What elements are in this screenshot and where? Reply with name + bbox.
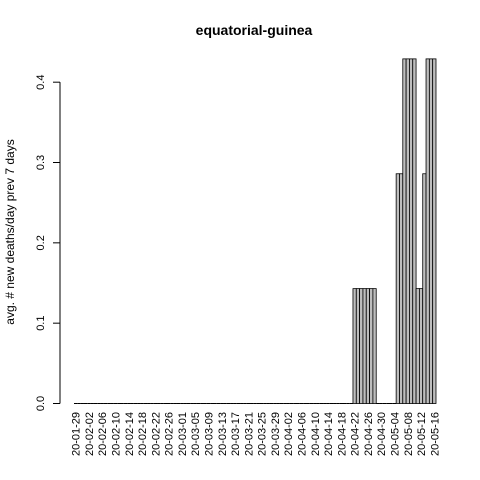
bar-101 — [409, 58, 414, 404]
bar-87 — [362, 288, 367, 404]
bar-100 — [405, 58, 410, 404]
bar-98 — [399, 173, 404, 404]
x-tick-label-13: 20-03-21 — [243, 412, 255, 456]
bar-102 — [412, 58, 417, 404]
y-axis-label: avg. # new deaths/day prev 7 days — [3, 139, 17, 324]
x-tick-label-25: 20-05-08 — [403, 412, 415, 456]
bar-86 — [359, 288, 364, 404]
x-tick-label-12: 20-03-17 — [230, 412, 242, 456]
y-axis: 0.0 0.1 0.2 0.3 0.4 — [35, 75, 61, 411]
x-tick-label-18: 20-04-10 — [310, 412, 322, 456]
y-tick-label-1: 0.1 — [35, 316, 47, 331]
x-tick-label-23: 20-04-30 — [376, 412, 388, 456]
bar-97 — [395, 173, 400, 404]
x-tick-label-4: 20-02-14 — [124, 412, 136, 456]
x-tick-label-11: 20-03-13 — [217, 412, 229, 456]
bar-85 — [355, 288, 361, 404]
x-tick-label-14: 20-03-25 — [257, 412, 269, 456]
x-tick-label-16: 20-04-02 — [283, 412, 295, 456]
bar-106 — [425, 58, 430, 404]
bar-107 — [428, 58, 434, 404]
bar-104 — [418, 288, 424, 404]
x-tick-label-15: 20-03-29 — [270, 412, 282, 456]
x-tick-label-1: 20-02-02 — [84, 412, 96, 456]
x-tick-label-27: 20-05-16 — [429, 412, 441, 456]
y-tick-label-3: 0.3 — [35, 155, 47, 170]
x-tick-label-20: 20-04-18 — [336, 412, 348, 456]
x-tick-label-26: 20-05-12 — [416, 412, 428, 456]
x-tick-label-2: 20-02-06 — [97, 412, 109, 456]
y-tick-label-0: 0.0 — [35, 396, 47, 411]
bar-89 — [369, 288, 374, 404]
x-axis: 20-01-29 20-02-02 20-02-06 20-02-10 20-02-14… — [71, 412, 442, 456]
x-tick-label-10: 20-03-09 — [204, 412, 216, 456]
bar-103 — [415, 288, 420, 404]
bar-99 — [402, 58, 407, 404]
x-tick-label-0: 20-01-29 — [71, 412, 83, 456]
x-tick-label-7: 20-02-26 — [164, 412, 176, 456]
bar-108 — [432, 58, 437, 404]
bars-group — [74, 58, 437, 404]
chart-title: equatorial-guinea — [196, 22, 313, 38]
bar-84 — [352, 288, 357, 404]
x-tick-label-6: 20-02-22 — [150, 412, 162, 456]
bar-90 — [372, 288, 377, 404]
x-tick-label-21: 20-04-22 — [350, 412, 362, 456]
x-tick-label-9: 20-03-05 — [190, 412, 202, 456]
x-tick-label-24: 20-05-04 — [389, 412, 401, 456]
x-tick-label-17: 20-04-06 — [297, 412, 309, 456]
x-tick-label-3: 20-02-10 — [111, 412, 123, 456]
x-tick-label-8: 20-03-01 — [177, 412, 189, 456]
bar-88 — [365, 288, 370, 404]
x-tick-label-5: 20-02-18 — [137, 412, 149, 456]
x-tick-label-19: 20-04-14 — [323, 412, 335, 456]
bar-105 — [422, 173, 427, 404]
y-tick-label-4: 0.4 — [35, 75, 47, 90]
y-tick-label-2: 0.2 — [35, 235, 47, 250]
x-tick-label-22: 20-04-26 — [363, 412, 375, 456]
